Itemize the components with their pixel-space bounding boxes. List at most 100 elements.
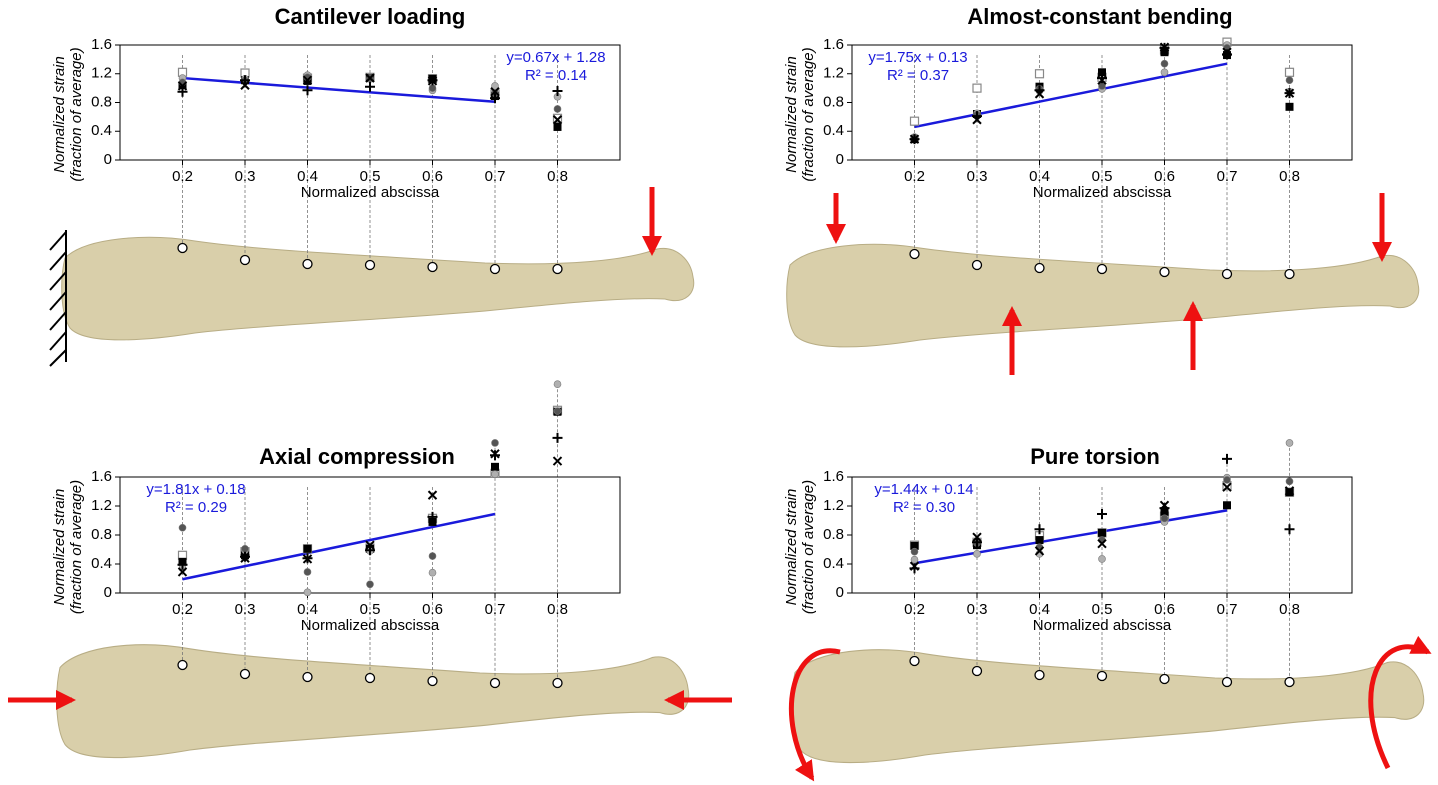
x-tick-label: 0.6 xyxy=(1154,601,1175,618)
chart-title: Pure torsion xyxy=(1030,444,1160,469)
landmark xyxy=(973,261,982,270)
point xyxy=(304,568,311,575)
landmark xyxy=(910,250,919,259)
y-tick-label: 0.8 xyxy=(823,93,844,110)
landmark xyxy=(1098,265,1107,274)
y-axis-title: Normalized strain xyxy=(51,56,68,173)
landmark xyxy=(1285,678,1294,687)
y-tick-label: 0.4 xyxy=(823,555,844,572)
y-tick-label: 1.2 xyxy=(91,497,112,514)
point xyxy=(1098,529,1106,537)
landmark xyxy=(553,679,562,688)
y-tick-label: 0.4 xyxy=(91,122,112,139)
point xyxy=(1224,476,1231,483)
y-tick-label: 0 xyxy=(836,584,844,601)
landmark xyxy=(178,244,187,253)
landmark xyxy=(303,673,312,682)
point xyxy=(429,569,436,576)
landmark xyxy=(1035,671,1044,680)
x-tick-label: 0.7 xyxy=(485,601,506,618)
point xyxy=(1161,60,1168,67)
point xyxy=(554,105,561,112)
point xyxy=(490,450,500,460)
y-tick-label: 0 xyxy=(104,151,112,168)
point xyxy=(1161,69,1168,76)
x-tick-label: 0.2 xyxy=(904,168,925,185)
point xyxy=(1161,515,1168,522)
landmark xyxy=(973,667,982,676)
equation: y=1.81x + 0.18 xyxy=(146,481,245,498)
point xyxy=(974,550,981,557)
point xyxy=(1097,509,1107,519)
point xyxy=(429,553,436,560)
y-tick-label: 1.6 xyxy=(91,36,112,53)
chart-title: Cantilever loading xyxy=(275,4,466,29)
point xyxy=(179,524,186,531)
x-tick-label: 0.3 xyxy=(235,601,256,618)
point xyxy=(304,589,311,596)
landmark xyxy=(1035,264,1044,273)
x-tick-label: 0.7 xyxy=(485,168,506,185)
point xyxy=(554,123,562,131)
y-tick-label: 0.4 xyxy=(823,122,844,139)
x-tick-label: 0.8 xyxy=(547,601,568,618)
landmark xyxy=(491,679,500,688)
point xyxy=(365,82,375,92)
landmark xyxy=(1160,268,1169,277)
equation: R² = 0.14 xyxy=(525,67,587,84)
y-tick-label: 1.6 xyxy=(823,468,844,485)
panel: 00.40.81.21.60.20.30.40.50.60.70.8Normal… xyxy=(51,381,620,688)
landmark xyxy=(1285,270,1294,279)
point xyxy=(554,457,562,465)
point xyxy=(492,471,499,478)
x-tick-label: 0.6 xyxy=(1154,168,1175,185)
point xyxy=(1286,439,1293,446)
equation: y=1.75x + 0.13 xyxy=(868,49,967,66)
point xyxy=(554,408,561,415)
x-tick-label: 0.5 xyxy=(1092,601,1113,618)
landmark xyxy=(178,661,187,670)
landmark xyxy=(910,657,919,666)
landmark xyxy=(366,261,375,270)
bone-layer xyxy=(57,42,1424,762)
figure: 0 0.4 0.8 1.2 1.6 0.2 0.3 0.4 0.5 0.6 0.7 0.8 Normal… xyxy=(0,0,1438,785)
trend-line xyxy=(183,78,496,102)
y-tick-label: 0 xyxy=(104,584,112,601)
landmark xyxy=(553,265,562,274)
chart-layer: 0 0.4 0.8 1.2 1.6 0.2 0.3 0.4 0.5 0.6 0.7 0.8 Normal… xyxy=(51,4,1352,688)
x-tick-label: 0.7 xyxy=(1217,601,1238,618)
landmark xyxy=(1223,270,1232,279)
point xyxy=(492,439,499,446)
y-tick-label: 1.6 xyxy=(823,36,844,53)
y-axis-title: (fraction of average) xyxy=(800,480,817,614)
y-tick-label: 0 xyxy=(836,151,844,168)
equation: R² = 0.30 xyxy=(893,499,955,516)
point xyxy=(491,463,499,471)
x-tick-label: 0.8 xyxy=(1279,168,1300,185)
landmark xyxy=(428,677,437,686)
point xyxy=(304,545,312,553)
x-tick-label: 0.8 xyxy=(547,168,568,185)
point xyxy=(553,433,563,443)
chart-title: Almost-constant bending xyxy=(967,4,1232,29)
point xyxy=(1222,454,1232,464)
point xyxy=(553,86,563,96)
landmark xyxy=(1223,678,1232,687)
x-axis-title: Normalized abscissa xyxy=(301,617,440,634)
y-tick-label: 1.2 xyxy=(823,65,844,82)
trend-line xyxy=(183,514,496,579)
bone xyxy=(787,244,1419,347)
x-tick-label: 0.3 xyxy=(235,168,256,185)
point xyxy=(1099,555,1106,562)
x-axis-title: Normalized abscissa xyxy=(301,184,440,201)
point xyxy=(1286,77,1293,84)
x-tick-label: 0.4 xyxy=(297,601,318,618)
y-tick-label: 0.8 xyxy=(91,526,112,543)
landmark xyxy=(1160,675,1169,684)
x-tick-label: 0.3 xyxy=(967,601,988,618)
landmark xyxy=(428,263,437,272)
equation: y=0.67x + 1.28 xyxy=(506,49,605,66)
x-tick-label: 0.5 xyxy=(1092,168,1113,185)
